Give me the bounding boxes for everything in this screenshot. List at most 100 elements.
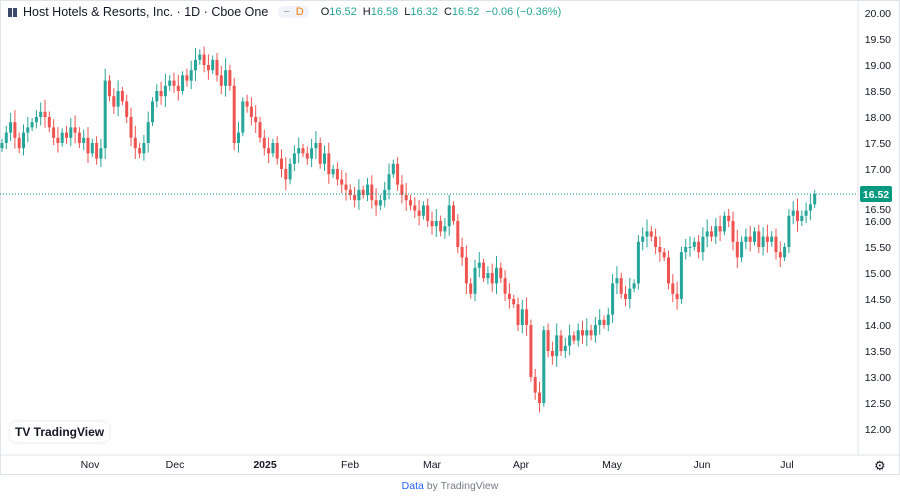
candle-body — [576, 330, 580, 341]
symbol-name: Host Hotels & Resorts, Inc. — [23, 5, 174, 19]
candle-body — [189, 70, 193, 81]
candle-body — [641, 236, 645, 242]
candle-body — [370, 184, 374, 201]
candle-body — [305, 153, 309, 159]
price-tick-label: 14.50 — [865, 294, 891, 306]
candle-body — [770, 236, 774, 242]
candle-body — [434, 221, 438, 227]
candle-body — [391, 163, 395, 175]
candle-body — [409, 200, 412, 206]
time-tick-label: Apr — [513, 459, 530, 471]
candle-body — [206, 65, 210, 71]
candle-body — [387, 174, 391, 190]
candle-body — [697, 241, 701, 253]
footer-by: by TradingView — [426, 480, 499, 492]
candle-body — [761, 236, 765, 247]
candle-body — [142, 143, 146, 154]
candle-body — [378, 200, 382, 206]
footer: Data by TradingView — [0, 480, 900, 492]
minus-icon: − — [283, 6, 290, 18]
candle-body — [804, 210, 808, 216]
candle-body — [443, 226, 447, 232]
candle-body — [185, 75, 189, 81]
candle-body — [619, 278, 623, 294]
candle-body — [99, 148, 103, 159]
time-tick-label: Dec — [166, 459, 185, 471]
candle-body — [404, 195, 408, 201]
candle-body — [241, 101, 245, 133]
tradingview-logo[interactable]: TV TradingView — [10, 422, 110, 442]
time-tick-label: Feb — [341, 459, 359, 471]
time-tick-label: Nov — [81, 459, 100, 471]
candle-body — [593, 325, 597, 336]
candle-body — [120, 91, 124, 102]
candle-body — [628, 288, 632, 299]
candle-body — [525, 309, 529, 325]
candle-body — [383, 189, 387, 201]
candle-body — [477, 262, 481, 268]
candle-body — [654, 236, 658, 247]
candle-body — [194, 59, 197, 71]
time-tick-label: May — [602, 459, 623, 471]
candle-body — [710, 231, 713, 237]
candle-body — [744, 236, 748, 242]
candle-body — [335, 169, 339, 180]
candle-body — [473, 267, 477, 294]
candle-body — [813, 193, 817, 205]
price-tick-label: 20.00 — [865, 8, 891, 20]
settings-gear-icon[interactable]: ⚙ — [874, 458, 886, 473]
time-tick-label: Jun — [694, 459, 711, 471]
candle-body — [456, 221, 460, 247]
candle-body — [90, 143, 94, 154]
data-link[interactable]: Data — [401, 480, 424, 492]
candle-body — [452, 205, 455, 221]
candle-body — [396, 163, 400, 185]
candle-body — [581, 330, 584, 336]
candle-body — [636, 241, 640, 284]
candle-body — [563, 345, 567, 351]
candle-body — [748, 236, 752, 242]
ohlc-legend: O16.52 H16.58 L16.32 C16.52 −0.06 (−0.36… — [320, 6, 562, 18]
change-value: −0.06 (−0.36%) — [485, 6, 562, 18]
candle-body — [112, 96, 116, 107]
price-tick-label: 12.50 — [865, 398, 891, 410]
candle-body — [163, 85, 167, 97]
candle-body — [146, 122, 150, 143]
interval[interactable]: 1D — [184, 5, 201, 19]
candle-body — [95, 143, 99, 159]
candle-body — [249, 106, 253, 117]
candle-body — [731, 221, 735, 242]
candle-body — [82, 137, 86, 143]
candle-body — [765, 236, 769, 242]
candle-body — [705, 231, 709, 237]
price-tick-label: 13.00 — [865, 372, 891, 384]
candle-body — [4, 132, 8, 143]
mode-badge[interactable]: − D — [278, 6, 309, 18]
price-chart[interactable]: 20.00 19.50 19.00 18.50 18.00 17.50 17.00 16.50… — [0, 0, 900, 475]
candle-body — [791, 210, 795, 216]
price-tick-label: 18.00 — [865, 112, 891, 124]
candle-body — [611, 283, 615, 315]
candle-body — [757, 231, 761, 247]
candle-body — [658, 247, 662, 253]
candle-body — [215, 59, 219, 76]
candle-body — [516, 304, 520, 325]
candle-body — [30, 122, 34, 128]
candle-body — [288, 163, 292, 180]
candle-body — [344, 184, 348, 190]
candle-body — [679, 252, 683, 299]
candle-body — [275, 143, 279, 159]
candle-body — [202, 54, 206, 65]
candle-body — [284, 169, 288, 180]
candle-body — [787, 215, 791, 247]
candle-body — [602, 319, 606, 325]
candle-body — [26, 127, 30, 133]
symbol-logo-icon — [8, 7, 17, 17]
mode-badge-label: D — [295, 6, 304, 18]
candle-body — [168, 80, 172, 86]
candle-body — [447, 205, 451, 227]
candle-body — [116, 91, 120, 107]
candle-body — [69, 127, 73, 138]
time-tick-label: Jul — [780, 459, 793, 471]
candle-body — [125, 101, 129, 117]
